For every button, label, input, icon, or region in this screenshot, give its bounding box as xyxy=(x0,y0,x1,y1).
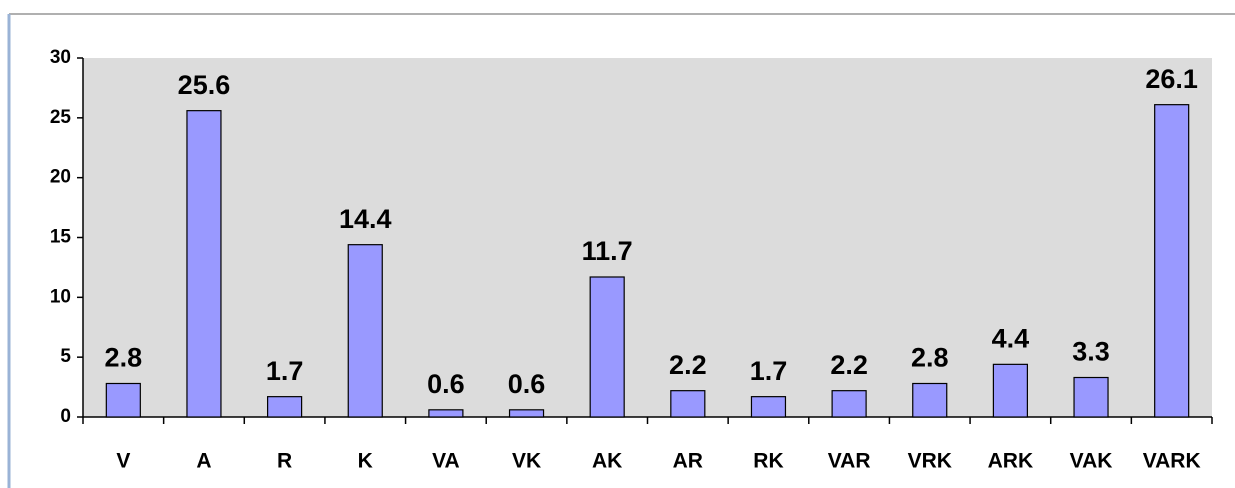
data-label: 25.6 xyxy=(178,70,231,100)
data-label: 1.7 xyxy=(750,356,788,386)
data-label: 1.7 xyxy=(266,356,304,386)
data-label: 2.2 xyxy=(830,350,868,380)
bar xyxy=(992,363,1028,418)
data-label: 3.3 xyxy=(1072,337,1110,367)
x-tick-label: RK xyxy=(753,450,783,473)
bar xyxy=(750,396,787,418)
x-tick-label: AR xyxy=(673,450,703,473)
x-tick-label: AK xyxy=(592,450,622,473)
bar xyxy=(670,390,706,418)
bar xyxy=(831,390,867,418)
data-label: 26.1 xyxy=(1145,64,1198,94)
bar xyxy=(347,244,383,418)
y-tick-label: 25 xyxy=(50,107,72,128)
bar xyxy=(267,396,303,418)
x-tick-label: VRK xyxy=(908,450,952,473)
bar xyxy=(105,382,141,418)
data-label: 11.7 xyxy=(582,236,633,266)
y-tick-label: 0 xyxy=(60,406,71,427)
x-tick-label: VARK xyxy=(1143,450,1201,473)
y-tick-label: 10 xyxy=(50,286,71,307)
x-tick-label: R xyxy=(277,450,292,473)
x-tick-label: V xyxy=(116,450,130,473)
data-label: 2.2 xyxy=(669,350,707,380)
x-tick-label: VAR xyxy=(828,450,871,473)
x-tick-label: ARK xyxy=(988,450,1034,473)
y-tick-label: 5 xyxy=(60,346,71,367)
x-tick-label: K xyxy=(358,450,373,473)
bar xyxy=(428,409,464,418)
y-tick-label: 30 xyxy=(50,47,71,68)
data-label: 0.6 xyxy=(427,369,465,399)
plot-area xyxy=(83,58,1212,417)
bar xyxy=(589,276,625,418)
data-label: 14.4 xyxy=(339,204,392,234)
x-tick-label: A xyxy=(196,450,211,473)
bar xyxy=(186,110,222,418)
x-tick-label: VA xyxy=(432,450,460,473)
data-label: 2.8 xyxy=(911,343,949,373)
data-label: 0.6 xyxy=(508,369,546,399)
x-tick-label: VK xyxy=(512,450,541,473)
bar xyxy=(1154,104,1190,418)
data-label: 2.8 xyxy=(105,343,143,373)
y-tick-label: 15 xyxy=(50,227,72,248)
x-tick-label: VAK xyxy=(1070,450,1113,473)
y-tick-label: 20 xyxy=(50,167,71,188)
bar xyxy=(912,382,948,418)
bar xyxy=(1073,376,1109,418)
bar xyxy=(508,409,545,418)
data-label: 4.4 xyxy=(992,323,1030,353)
